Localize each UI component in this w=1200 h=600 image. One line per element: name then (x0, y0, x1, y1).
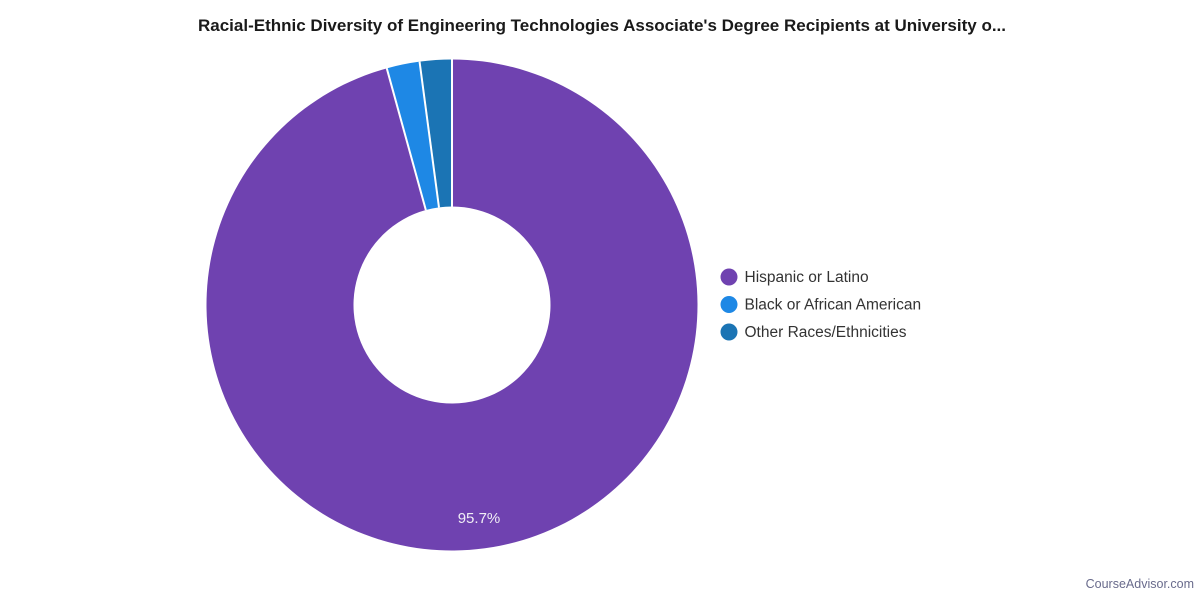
svg-text:95.7%: 95.7% (458, 510, 501, 527)
svg-text:Other Races/Ethnicities: Other Races/Ethnicities (745, 324, 907, 341)
svg-text:Hispanic or Latino: Hispanic or Latino (745, 269, 869, 286)
svg-text:Black or African American: Black or African American (745, 297, 922, 314)
